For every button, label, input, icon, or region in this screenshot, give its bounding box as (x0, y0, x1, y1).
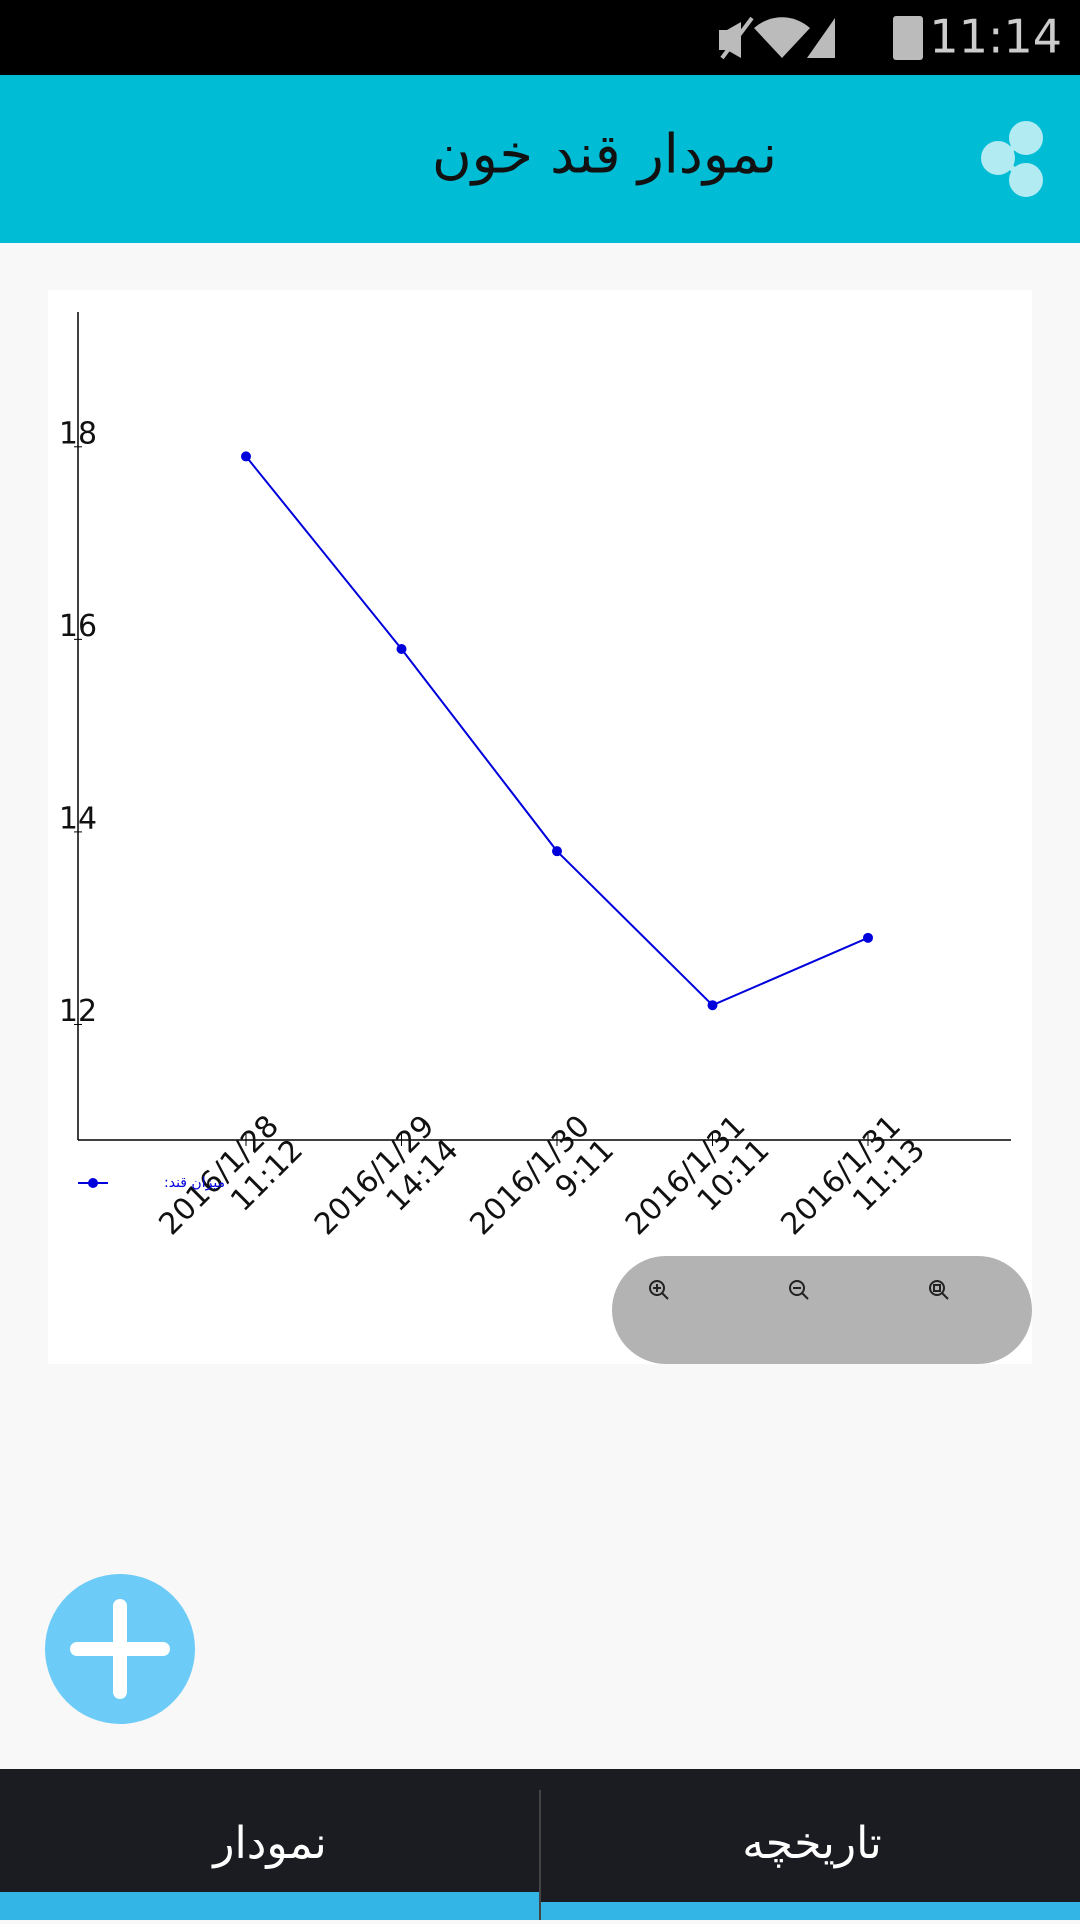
status-time: 11:14 (929, 10, 1062, 64)
battery-icon (893, 16, 923, 60)
y-tick-label: 14 (59, 801, 97, 836)
chart-card (48, 290, 1032, 1364)
legend-dot (88, 1178, 98, 1188)
zoom-out[interactable] (789, 1280, 809, 1300)
y-tick-label: 18 (59, 416, 97, 451)
share-button[interactable] (981, 121, 1043, 197)
zoom-panel (612, 1256, 1032, 1364)
app-bar (0, 75, 1080, 243)
wifi-icon (754, 17, 810, 58)
data-point (707, 1000, 718, 1011)
tab-indicator (0, 1892, 539, 1920)
tab-chart[interactable]: نمودار (211, 1818, 326, 1869)
y-tick-label: 16 (59, 609, 97, 644)
share-dot (1009, 121, 1043, 155)
add-button[interactable] (45, 1574, 195, 1724)
legend-label: میزان قند: (164, 1175, 225, 1191)
zoom-in[interactable] (649, 1280, 669, 1300)
tab-history[interactable]: تاریخچه (742, 1818, 882, 1869)
data-point (396, 643, 407, 654)
share-dot (981, 141, 1015, 175)
share-dot (1009, 163, 1043, 197)
data-point (241, 451, 251, 462)
zoom-reset[interactable] (929, 1280, 949, 1300)
data-point (552, 846, 562, 857)
tab-indicator (541, 1902, 1080, 1920)
status-icons (719, 16, 923, 60)
mute-icon (719, 22, 741, 58)
mute-slash (720, 16, 754, 60)
y-tick-label: 12 (59, 994, 97, 1029)
data-point (863, 932, 873, 943)
signal-icon (807, 18, 835, 58)
fab-plus (113, 1599, 127, 1699)
app-title: نمودار قند خون (432, 123, 777, 186)
